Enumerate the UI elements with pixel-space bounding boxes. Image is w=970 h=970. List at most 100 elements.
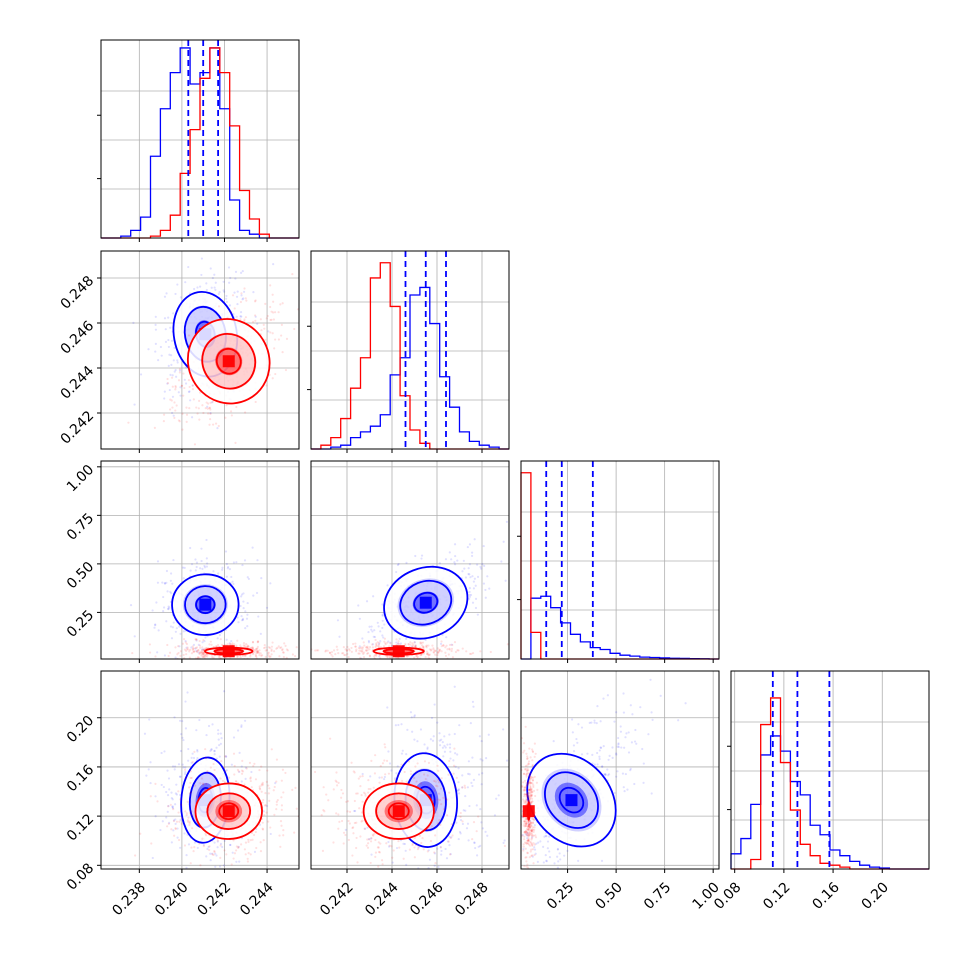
scatter-point	[258, 649, 261, 652]
scatter-point	[529, 787, 532, 791]
scatter-point	[633, 782, 636, 786]
scatter-point	[442, 808, 446, 811]
scatter-point	[500, 560, 503, 563]
scatter-point	[531, 750, 535, 754]
scatter-point	[284, 368, 288, 372]
scatter-point	[411, 730, 414, 733]
scatter-point	[262, 838, 265, 842]
scatter-point	[383, 743, 386, 746]
scatter-point	[149, 781, 152, 785]
scatter-point	[405, 863, 408, 866]
scatter-point	[422, 646, 425, 649]
scatter-point	[372, 595, 375, 598]
scatter-point	[278, 834, 281, 837]
scatter-point	[256, 640, 259, 643]
scatter-point	[205, 855, 208, 858]
scatter-point	[432, 799, 436, 802]
scatter-point	[527, 834, 530, 837]
scatter-point	[364, 827, 367, 830]
scatter-point	[214, 865, 217, 868]
scatter-point	[208, 407, 211, 410]
scatter-point	[442, 644, 445, 647]
scatter-point	[283, 642, 286, 645]
scatter-point	[253, 651, 256, 654]
scatter-point	[526, 769, 529, 772]
scatter-point	[167, 608, 170, 611]
scatter-point	[453, 732, 456, 736]
scatter-point	[157, 629, 160, 632]
scatter-point	[530, 793, 533, 796]
contour-red	[213, 648, 244, 655]
scatter-point	[244, 777, 247, 780]
contour-red	[206, 792, 252, 830]
scatter-point	[524, 800, 527, 804]
scatter-point	[619, 725, 622, 728]
contour-red	[186, 318, 271, 405]
scatter-point	[502, 841, 505, 844]
scatter-point	[401, 749, 404, 752]
scatter-point	[239, 311, 243, 314]
scatter-point	[528, 775, 531, 778]
scatter-point	[185, 813, 188, 817]
scatter-point	[190, 776, 193, 780]
scatter-point	[406, 655, 409, 658]
scatter-point	[382, 777, 386, 781]
scatter-point	[166, 825, 169, 828]
scatter-point	[528, 794, 531, 797]
scatter-point	[529, 794, 532, 797]
scatter-point	[355, 663, 357, 665]
scatter-point	[468, 652, 472, 655]
scatter-point	[523, 802, 526, 805]
scatter-point	[528, 797, 531, 800]
scatter-point	[376, 846, 380, 849]
scatter-point	[411, 842, 414, 845]
scatter-point	[525, 832, 528, 835]
scatter-point	[472, 821, 476, 824]
scatter-point	[272, 311, 275, 314]
scatter-point	[437, 822, 440, 825]
scatter-point	[505, 520, 508, 523]
scatter-point	[442, 755, 445, 758]
scatter-point	[221, 566, 224, 569]
x-tick-label: 0.242	[317, 879, 357, 919]
scatter-point	[180, 817, 184, 820]
scatter-point	[524, 820, 527, 823]
scatter-point	[409, 770, 413, 773]
scatter-point	[400, 659, 402, 661]
scatter-point	[167, 364, 170, 367]
scatter-point	[478, 735, 481, 738]
scatter-point	[187, 786, 191, 789]
scatter-point	[186, 800, 189, 803]
scatter-point	[284, 644, 287, 647]
scatter-point	[275, 800, 278, 803]
scatter-point	[633, 740, 637, 743]
scatter-point	[147, 768, 150, 771]
scatter-point	[395, 570, 398, 574]
scatter-point	[133, 635, 136, 638]
scatter-point	[235, 315, 238, 318]
scatter-point	[613, 791, 616, 795]
scatter-point	[159, 828, 162, 832]
scatter-point	[271, 641, 274, 644]
scatter-point	[522, 820, 526, 823]
scatter-point	[170, 399, 173, 402]
scatter-point	[457, 767, 460, 770]
scatter-point	[419, 642, 422, 645]
scatter-point	[524, 788, 527, 791]
scatter-point	[383, 775, 386, 779]
scatter-point	[307, 816, 309, 818]
scatter-point	[642, 762, 645, 765]
scatter-point	[615, 753, 618, 756]
scatter-point	[528, 780, 531, 783]
scatter-point	[440, 650, 443, 653]
scatter-point	[236, 302, 239, 306]
scatter-point	[264, 804, 267, 807]
scatter-point	[427, 829, 430, 832]
scatter-point	[527, 822, 530, 826]
scatter-point	[350, 761, 353, 764]
scatter-point	[224, 755, 227, 758]
scatter-point	[413, 656, 416, 659]
scatter-point	[195, 729, 198, 732]
scatter-point	[149, 761, 152, 764]
scatter-point	[600, 859, 604, 862]
